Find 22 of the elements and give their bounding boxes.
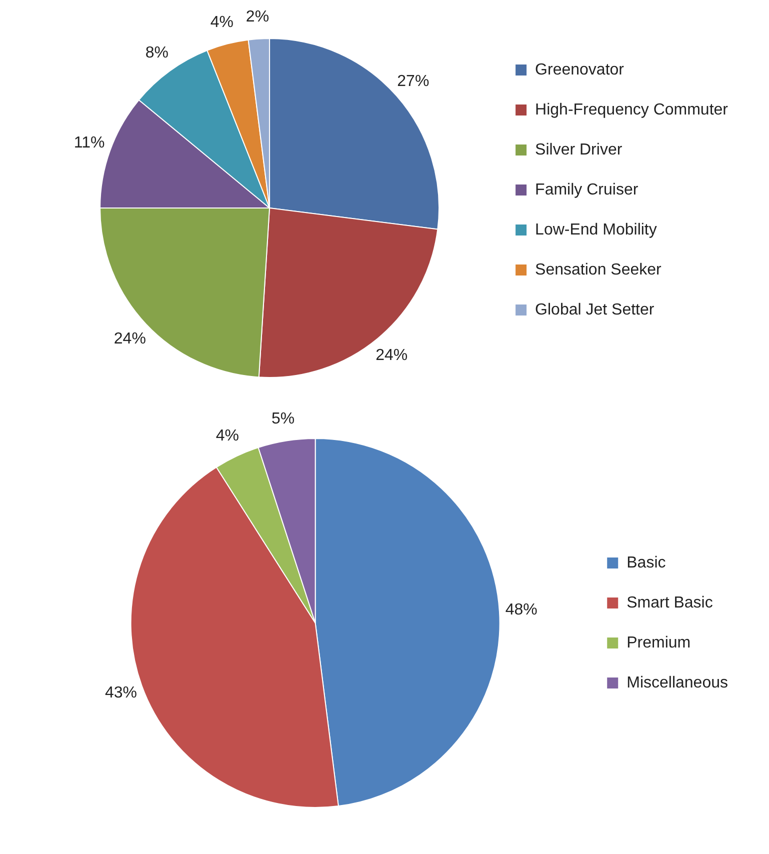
- data-label: 48%: [505, 601, 538, 618]
- legend-label: Global Jet Setter: [535, 301, 655, 318]
- legend-label: Low-End Mobility: [535, 221, 657, 238]
- data-label: 5%: [271, 410, 295, 428]
- legend-label: Family Cruiser: [535, 181, 639, 198]
- data-label: 4%: [210, 14, 234, 31]
- legend-label: Smart Basic: [626, 594, 713, 612]
- legend-label: Silver Driver: [535, 141, 623, 158]
- data-label: 2%: [246, 8, 270, 26]
- data-label: 24%: [376, 346, 408, 364]
- data-label: 4%: [216, 428, 239, 445]
- data-label: 24%: [114, 330, 146, 348]
- legend-label: Miscellaneous: [626, 674, 728, 692]
- legend-label: Greenovator: [535, 61, 625, 78]
- legend-label: Sensation Seeker: [535, 261, 662, 278]
- data-label: 27%: [397, 72, 430, 90]
- legend-label: High-Frequency Commuter: [535, 101, 729, 118]
- data-label: 43%: [105, 684, 138, 702]
- data-label: 8%: [145, 44, 169, 62]
- legend-label: Premium: [626, 634, 691, 652]
- data-label: 11%: [74, 134, 105, 152]
- legend-label: Basic: [626, 554, 666, 572]
